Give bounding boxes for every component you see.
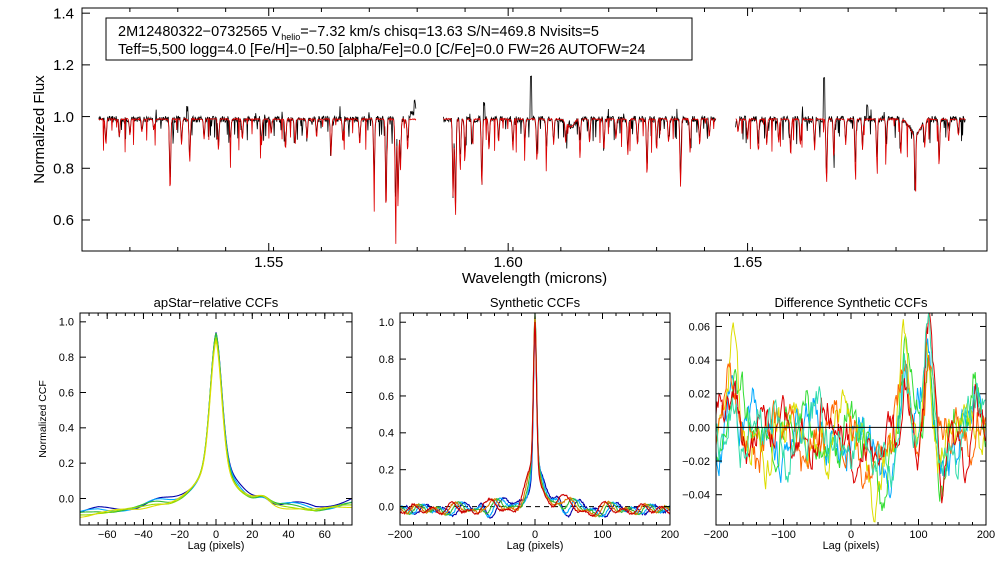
ccf-line-visit5 <box>80 340 352 518</box>
panel-apstar_ccf: −60 −40 −20 0 20 40 60 0.0 0.2 0.4 0.6 0.8 1.0 apStar… <box>37 295 353 552</box>
info-helio-sub: helio <box>281 32 300 42</box>
y-tick-label: −0.04 <box>682 490 710 502</box>
plot-frame <box>79 312 353 526</box>
y-tick-label: 0.0 <box>59 493 74 505</box>
x-tick-label: 100 <box>593 529 611 541</box>
y-tick-label: 1.2 <box>53 57 74 74</box>
ccf-line-visit4 <box>80 337 352 516</box>
plot-area <box>400 313 670 519</box>
x-tick-label: 100 <box>909 529 927 541</box>
x-axis-label: Lag (pixels) <box>188 540 245 552</box>
y-tick-label: 1.0 <box>53 109 74 126</box>
y-tick-label: 0.00 <box>689 422 710 434</box>
x-tick-label: −100 <box>771 529 796 541</box>
model-spectrum-line <box>443 117 717 215</box>
y-axis-label: Normalized CCF <box>37 380 49 458</box>
y-tick-label: −0.02 <box>682 456 710 468</box>
x-axis-label: Wavelength (microns) <box>462 270 607 287</box>
y-axis-label: Normalized Flux <box>31 75 48 184</box>
difference-ccf-line-visit5 <box>716 313 986 504</box>
difference-ccf-line-visit4 <box>716 355 986 489</box>
ccf-line-visit1 <box>80 332 352 513</box>
plot-frame <box>399 312 671 526</box>
synthetic-ccf-line-visit1 <box>400 324 670 519</box>
synthetic-ccf-line-visit2 <box>400 317 670 519</box>
plot-area <box>80 332 352 518</box>
y-tick-label: 1.4 <box>53 5 74 22</box>
y-tick-label: 0.4 <box>379 428 394 440</box>
y-tick-label: 1.0 <box>379 317 394 329</box>
y-tick-label: 0.02 <box>689 389 710 401</box>
model-spectrum-line <box>98 117 417 244</box>
y-tick-label: 0.6 <box>379 391 394 403</box>
panel-title: Difference Synthetic CCFs <box>775 295 928 310</box>
x-tick-label: −20 <box>170 529 189 541</box>
panel-synthetic_ccf: −200 −100 0 100 200 0.0 0.2 0.4 0.6 0.8 1.0 Synthet… <box>379 295 679 552</box>
x-tick-label: −200 <box>704 529 729 541</box>
x-tick-label: 200 <box>977 529 995 541</box>
y-tick-label: 0.4 <box>59 423 74 435</box>
x-tick-label: 0 <box>532 529 538 541</box>
x-tick-label: 20 <box>246 529 258 541</box>
info-star-id: 2M12480322−0732565 V <box>118 24 282 40</box>
y-tick-label: 0.0 <box>379 501 394 513</box>
x-tick-label: 1.65 <box>733 254 762 271</box>
synthetic-ccf-line-visit5 <box>400 322 670 518</box>
x-tick-label: −200 <box>388 529 413 541</box>
x-tick-label: 60 <box>319 529 331 541</box>
x-tick-label: −60 <box>98 529 117 541</box>
ccf-line-visit3 <box>80 333 352 514</box>
plot-area <box>98 75 966 244</box>
y-tick-label: 0.8 <box>379 354 394 366</box>
y-tick-label: 0.04 <box>689 355 710 367</box>
info-box <box>105 17 693 61</box>
x-tick-label: 200 <box>661 529 679 541</box>
panel-title: Synthetic CCFs <box>490 295 581 310</box>
plot-area <box>716 313 986 523</box>
x-tick-label: 40 <box>282 529 294 541</box>
panel-title: apStar−relative CCFs <box>154 295 279 310</box>
model-spectrum-line <box>735 117 966 192</box>
y-tick-label: 1.0 <box>59 317 74 329</box>
ccf-line-visit2 <box>80 333 352 513</box>
y-tick-label: 0.8 <box>53 161 74 178</box>
x-axis-label: Lag (pixels) <box>823 540 880 552</box>
panel-difference_ccf: −200 −100 0 100 200 −0.04 −0.02 0.00 0.02 0.04 0.0… <box>682 295 995 552</box>
synthetic-ccf-line-visit4 <box>400 316 670 518</box>
x-tick-label: −100 <box>455 529 480 541</box>
info-line-2: Teff=5,500 logg=4.0 [Fe/H]=−0.50 [alpha/… <box>118 42 645 58</box>
difference-ccf-line-visit2 <box>716 335 986 511</box>
difference-ccf-line-visit1 <box>716 338 986 499</box>
y-tick-label: 0.6 <box>59 387 74 399</box>
x-tick-label: 0 <box>848 529 854 541</box>
y-tick-label: 0.2 <box>59 458 74 470</box>
y-tick-label: 0.06 <box>689 321 710 333</box>
y-tick-label: 0.8 <box>59 352 74 364</box>
panel-spectrum: 1.55 1.60 1.65 0.6 0.8 1.0 1.2 1.4 Wavelength (m… <box>31 5 988 287</box>
info-params-1: =−7.32 km/s chisq=13.63 S/N=469.8 Nvisit… <box>300 24 599 40</box>
x-tick-label: 1.55 <box>254 254 283 271</box>
x-tick-label: 1.60 <box>494 254 523 271</box>
x-tick-label: 0 <box>213 529 219 541</box>
difference-ccf-line-visit6 <box>716 313 986 488</box>
plot-frame <box>81 7 988 252</box>
observed-spectrum-line <box>735 77 966 191</box>
x-tick-label: −40 <box>134 529 153 541</box>
x-axis-label: Lag (pixels) <box>507 540 564 552</box>
observed-spectrum-line <box>98 99 417 202</box>
synthetic-ccf-line-visit3 <box>400 313 670 518</box>
y-tick-label: 0.2 <box>379 465 394 477</box>
y-tick-label: 0.6 <box>53 212 74 229</box>
info-line-1: 2M12480322−0732565 Vhelio=−7.32 km/s chi… <box>118 24 599 42</box>
